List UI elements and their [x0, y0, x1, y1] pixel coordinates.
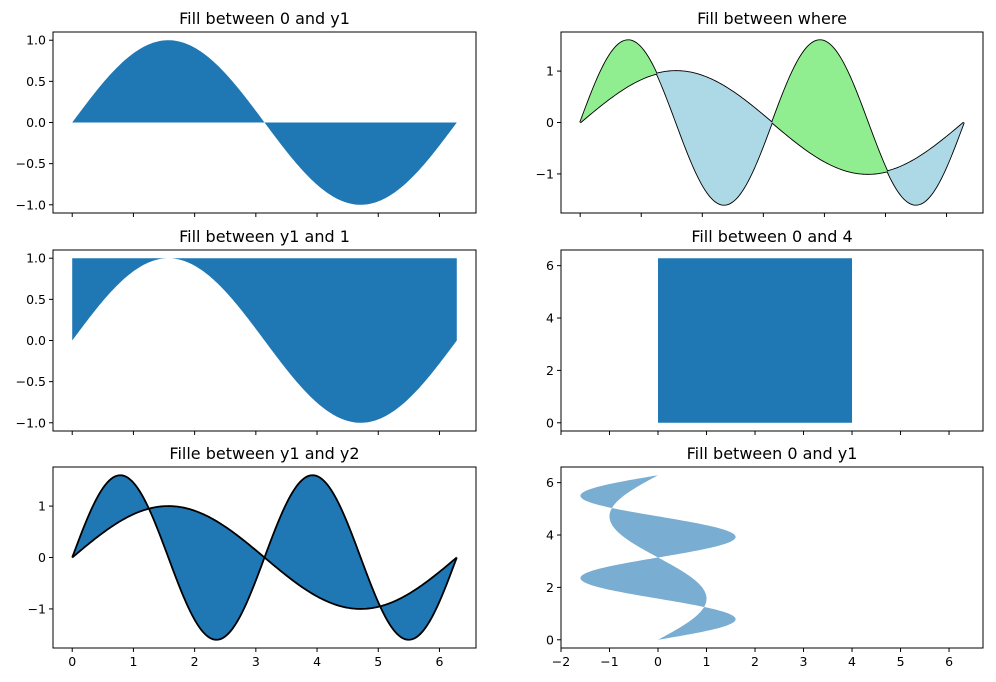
chart-panel-6: −2 −1 0 1 2 3 4 5 6 0 2 4 6 Fill between 0 and y1: [546, 444, 984, 669]
y-tick-label: 0.5: [26, 292, 46, 307]
series-line: [71, 474, 458, 641]
x-tick-label: 1: [129, 654, 137, 669]
y-tick-label: 2: [546, 580, 554, 595]
x-tick-label: 5: [897, 654, 905, 669]
fill-region: [72, 258, 457, 423]
y-tick-label: 1: [546, 64, 554, 79]
chart-panel-3: −1.0 −0.5 0.0 0.5 1.0 Fill between y1 and 1: [16, 227, 477, 435]
y-tick-label: 0: [546, 115, 554, 130]
x-tick-label: 6: [435, 654, 443, 669]
plot-area: [580, 475, 736, 640]
x-tick-label: 0: [68, 654, 76, 669]
axes-frame: [560, 466, 984, 649]
y-tick-label: −1: [28, 601, 46, 616]
y-tick-label: −1.0: [16, 197, 46, 212]
chart-panel-2: −1 0 1 Fill between where: [536, 9, 984, 217]
plot-area: [658, 258, 853, 423]
y-tick-label: 4: [546, 311, 554, 326]
panel-title: Fill between 0 and y1: [687, 444, 858, 463]
plot-area: [72, 40, 457, 205]
panel-title: Fill between y1 and 1: [179, 227, 350, 246]
x-tick-label: 6: [945, 654, 953, 669]
plot-area: [579, 39, 965, 206]
y-tick-label: 0.5: [26, 74, 46, 89]
x-tick-label: −2: [552, 654, 570, 669]
x-tick-label: 3: [800, 654, 808, 669]
y-tick-label: 4: [546, 528, 554, 543]
fill-region: [580, 475, 736, 640]
chart-panel-5: 0 1 2 3 4 5 6 −1 0 1 Fille between y1 and y2: [28, 444, 477, 669]
chart-panel-4: 0 2 4 6 Fill between 0 and 4: [546, 227, 984, 435]
chart-panel-1: −1.0 −0.5 0.0 0.5 1.0 Fill between 0 and y1: [16, 9, 477, 217]
fill-region-green: [772, 40, 889, 175]
y-tick-label: 0: [38, 550, 46, 565]
panel-title: Fill between 0 and y1: [179, 9, 350, 28]
fill-region-blue: [888, 122, 964, 205]
plot-area: [71, 474, 458, 641]
y-tick-label: −0.5: [16, 374, 46, 389]
plot-area: [72, 258, 457, 423]
axes-frame: [560, 249, 984, 432]
x-tick-label: 4: [848, 654, 856, 669]
x-tick-label: 2: [751, 654, 759, 669]
y-tick-label: 0.0: [26, 333, 46, 348]
fill-region-green: [582, 40, 658, 121]
y-tick-label: 6: [546, 475, 554, 490]
y-tick-label: 6: [546, 258, 554, 273]
y-tick-label: 0: [546, 415, 554, 430]
y-tick-label: −0.5: [16, 156, 46, 171]
y-tick-label: 0: [546, 632, 554, 647]
x-tick-label: 0: [654, 654, 662, 669]
x-tick-label: 2: [191, 654, 199, 669]
fill-region: [72, 40, 457, 205]
x-tick-label: 5: [374, 654, 382, 669]
y-tick-label: 1.0: [26, 251, 46, 266]
panel-title: Fill between 0 and 4: [691, 227, 852, 246]
x-tick-label: 3: [252, 654, 260, 669]
x-tick-label: 1: [703, 654, 711, 669]
y-tick-label: 1: [38, 499, 46, 514]
x-tick-label: −1: [600, 654, 618, 669]
panel-title: Fill between where: [697, 9, 847, 28]
fill-region: [658, 258, 853, 423]
y-tick-label: 1.0: [26, 33, 46, 48]
fill-region-blue: [580, 117, 583, 123]
y-tick-label: −1.0: [16, 415, 46, 430]
panel-title: Fille between y1 and y2: [169, 444, 359, 463]
x-tick-label: 4: [313, 654, 321, 669]
y-tick-label: 0.0: [26, 115, 46, 130]
fill-region-blue: [657, 71, 773, 205]
y-tick-label: −1: [536, 166, 554, 181]
y-tick-label: 2: [546, 363, 554, 378]
